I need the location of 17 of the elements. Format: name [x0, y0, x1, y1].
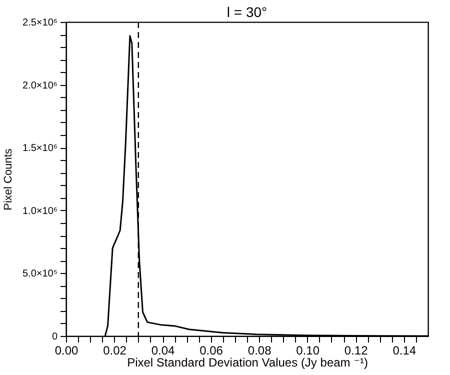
chart-title: l = 30° — [226, 4, 268, 20]
x-tick-label: 0.06 — [200, 344, 224, 358]
y-tick-label: 1.0×10⁶ — [22, 206, 58, 217]
x-tick-label: 0.10 — [296, 344, 320, 358]
y-tick-label: 0 — [52, 332, 58, 342]
x-tick-label: 0.08 — [248, 344, 272, 358]
x-tick-label: 0.12 — [344, 344, 368, 358]
y-tick-label: 5.0×10⁵ — [22, 268, 58, 280]
y-tick-label: 1.5×10⁶ — [22, 143, 58, 154]
x-axis-title: Pixel Standard Deviation Values (Jy beam ⁻¹) — [127, 356, 368, 370]
y-tick-label: 2.5×10⁶ — [22, 18, 58, 28]
x-tick-label: 0.14 — [392, 344, 416, 358]
y-axis-title: Pixel Counts — [2, 148, 14, 210]
x-tick-label: 0.04 — [151, 344, 176, 358]
y-tick-label: 2.0×10⁶ — [22, 80, 58, 92]
x-tick-label: 0.02 — [103, 344, 127, 358]
x-tick-label: 0.00 — [54, 344, 78, 358]
